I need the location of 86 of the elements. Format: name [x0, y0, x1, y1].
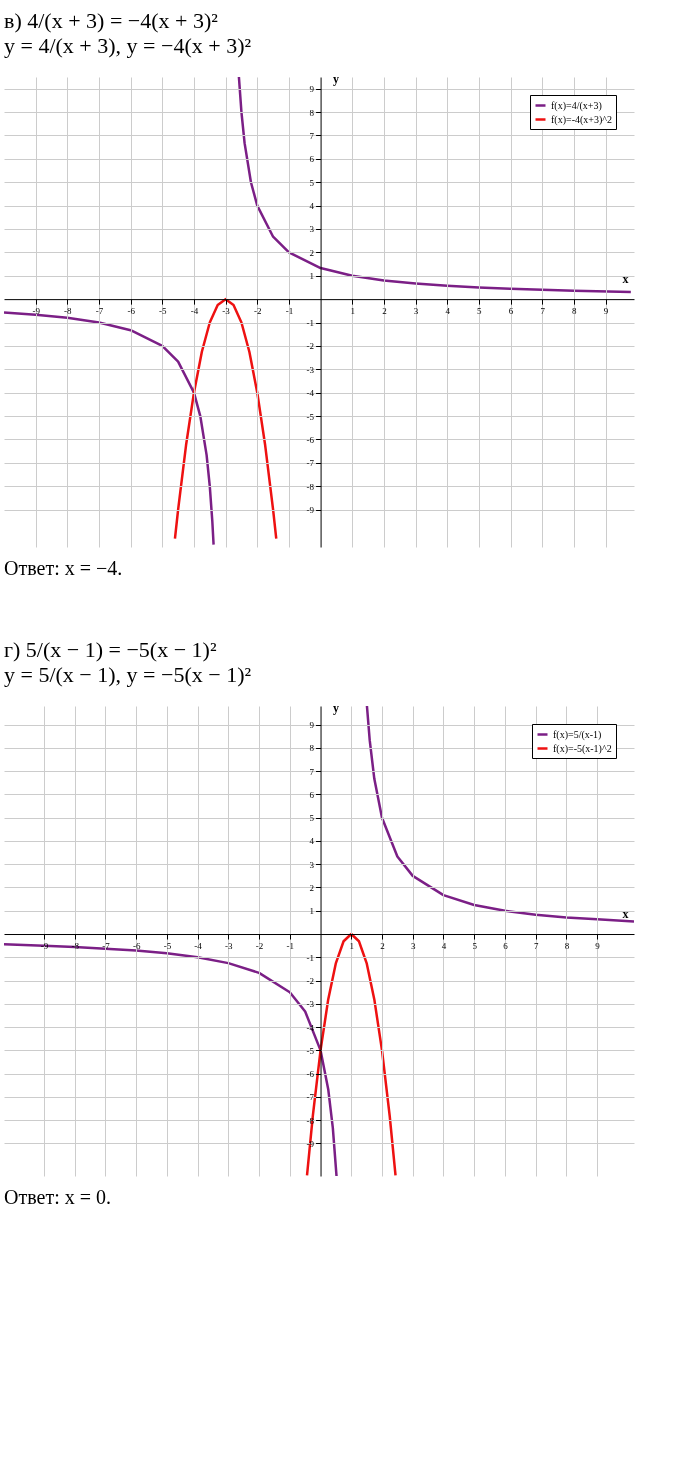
- x-tick-label: 8: [564, 940, 570, 951]
- x-tick-label: 8: [572, 305, 578, 316]
- x-axis-title: x: [622, 271, 629, 286]
- x-tick-label: 9: [595, 940, 601, 951]
- y-tick-label: 5: [309, 813, 315, 824]
- y-tick-label: -6: [306, 434, 315, 445]
- chart-subtitle: y = 4/(x + 3), y = −4(x + 3)²: [4, 33, 252, 58]
- y-tick-label: -7: [306, 458, 315, 469]
- y-tick-label: 3: [309, 859, 315, 870]
- x-tick-label: -4: [194, 940, 203, 951]
- y-tick-label: -9: [306, 505, 315, 516]
- y-tick-label: -8: [306, 481, 315, 492]
- x-tick-label: 3: [410, 940, 416, 951]
- y-tick-label: 7: [309, 130, 315, 141]
- x-axis-title: x: [622, 906, 629, 921]
- legend-label: f(x)=-5(x-1)^2: [553, 742, 612, 755]
- x-tick-label: -3: [225, 940, 234, 951]
- x-tick-label: 4: [445, 305, 451, 316]
- x-tick-label: -4: [190, 305, 199, 316]
- y-tick-label: 1: [309, 271, 315, 282]
- x-tick-label: -9: [32, 305, 41, 316]
- x-tick-label: 5: [472, 940, 478, 951]
- legend-label: f(x)=4/(x+3): [551, 99, 602, 112]
- y-tick-label: 2: [309, 247, 315, 258]
- legend-label: f(x)=5/(x-1): [553, 728, 602, 741]
- y-tick-label: 6: [309, 789, 315, 800]
- x-tick-label: -1: [286, 940, 295, 951]
- x-tick-label: -1: [285, 305, 294, 316]
- y-tick-label: 4: [309, 201, 315, 212]
- y-tick-label: -2: [306, 341, 315, 352]
- x-tick-label: 2: [382, 305, 387, 316]
- y-tick-label: 9: [309, 84, 315, 95]
- y-tick-label: -4: [306, 388, 315, 399]
- x-tick-label: -7: [95, 305, 104, 316]
- x-tick-label: 5: [477, 305, 483, 316]
- x-tick-label: -2: [254, 305, 262, 316]
- x-tick-label: -6: [127, 305, 136, 316]
- y-tick-label: -4: [306, 1022, 315, 1033]
- y-tick-label: -3: [306, 999, 315, 1010]
- x-tick-label: 7: [533, 940, 539, 951]
- y-tick-label: 9: [309, 720, 315, 731]
- x-tick-label: 6: [508, 305, 514, 316]
- y-tick-label: 2: [309, 882, 315, 893]
- y-tick-label: -8: [306, 1115, 315, 1126]
- y-tick-label: -2: [306, 976, 315, 987]
- y-axis-title: y: [333, 71, 340, 86]
- legend-label: f(x)=-4(x+3)^2: [551, 113, 612, 126]
- x-tick-label: -5: [159, 305, 168, 316]
- line-series: [173, 297, 278, 540]
- y-axis-title: y: [333, 700, 340, 715]
- y-tick-label: 8: [309, 107, 315, 118]
- x-tick-label: 1: [350, 305, 355, 316]
- x-tick-label: 6: [503, 940, 509, 951]
- x-tick-label: 4: [441, 940, 447, 951]
- y-tick-label: -9: [306, 1138, 315, 1149]
- x-tick-label: -6: [132, 940, 141, 951]
- x-tick-label: 2: [380, 940, 385, 951]
- y-tick-label: 3: [309, 224, 315, 235]
- x-tick-label: 3: [413, 305, 419, 316]
- chart-title: г) 5/(x − 1) = −5(x − 1)²: [4, 637, 217, 662]
- x-tick-label: -8: [64, 305, 73, 316]
- y-tick-label: 7: [309, 766, 315, 777]
- y-tick-label: 8: [309, 743, 315, 754]
- x-tick-label: 9: [603, 305, 609, 316]
- y-tick-label: -6: [306, 1069, 315, 1080]
- y-tick-label: -1: [306, 318, 315, 329]
- x-tick-label: -2: [255, 940, 264, 951]
- y-tick-label: 5: [309, 177, 315, 188]
- x-tick-label: 1: [349, 940, 355, 951]
- y-tick-label: -5: [306, 411, 315, 422]
- y-tick-label: 4: [309, 836, 315, 847]
- x-tick-label: -5: [163, 940, 172, 951]
- text: Ответ: x = −4.: [4, 557, 123, 579]
- y-tick-label: -7: [306, 1092, 315, 1103]
- chart-subtitle: y = 5/(x − 1), y = −5(x − 1)²: [4, 662, 252, 687]
- text: Ответ: x = 0.: [4, 1186, 111, 1208]
- line-series: [305, 932, 397, 1176]
- y-tick-label: -1: [306, 952, 315, 963]
- x-tick-label: 7: [540, 305, 546, 316]
- chart-title: в) 4/(x + 3) = −4(x + 3)²: [4, 8, 219, 33]
- y-tick-label: -3: [306, 364, 315, 375]
- y-tick-label: -5: [306, 1045, 315, 1056]
- x-tick-label: -3: [222, 305, 231, 316]
- x-tick-label: -7: [102, 940, 111, 951]
- y-tick-label: 1: [309, 906, 315, 917]
- y-tick-label: 6: [309, 154, 315, 165]
